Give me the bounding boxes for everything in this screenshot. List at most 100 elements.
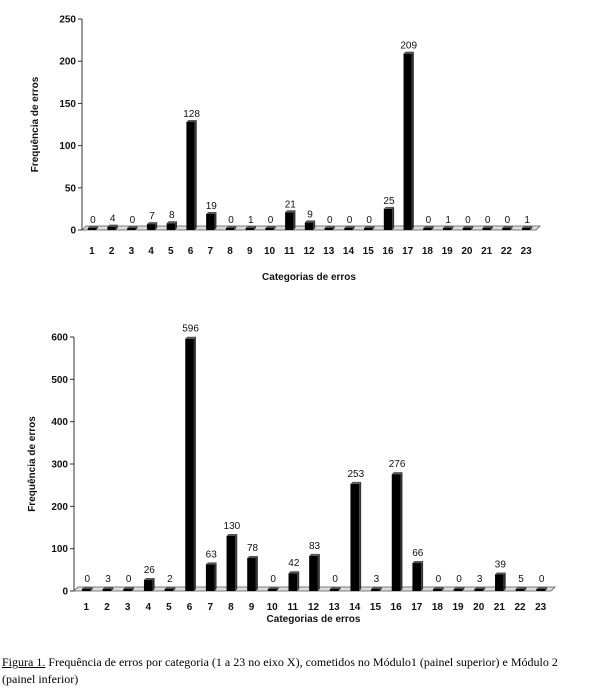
x-tick-label: 4 [148,246,154,257]
x-tick-label: 23 [521,246,533,257]
data-label: 130 [224,521,241,532]
bar [482,228,491,230]
x-tick-label: 15 [363,246,375,257]
y-tick-label: 100 [59,141,76,152]
data-label: 0 [270,574,276,585]
bar-side-face [173,587,176,591]
bar-top-face [143,577,155,580]
bar-top-face [309,553,320,556]
data-label: 0 [485,215,491,226]
x-tick-label: 9 [249,602,255,613]
x-tick-label: 17 [402,246,414,257]
bar-top-face [304,220,316,223]
y-tick-label: 300 [51,460,68,471]
bar-side-face [115,224,118,230]
bar-side-face [400,472,403,591]
bar [87,228,97,230]
bar-side-face [276,587,279,591]
y-tick-label: 200 [51,502,68,513]
x-tick-label: 12 [303,246,315,257]
data-label: 0 [332,574,338,585]
x-tick-label: 17 [411,602,423,613]
x-tick-label: 18 [422,246,434,257]
x-tick-label: 6 [187,602,193,613]
bar [288,573,298,591]
bar [364,228,373,230]
bar-top-face [474,587,486,589]
bar-top-face [245,226,256,228]
x-tick-label: 16 [382,246,394,257]
bar-side-face [317,553,320,591]
x-tick-label: 19 [442,246,454,257]
bar [324,228,333,230]
x-tick-label: 8 [227,246,233,257]
x-tick-label: 10 [267,602,279,613]
x-tick-label: 7 [207,602,213,613]
data-label: 39 [495,559,507,570]
data-label: 26 [144,565,156,576]
data-label: 1 [524,215,530,226]
bar-top-face [350,481,362,484]
bar-top-face [423,226,434,228]
bar-side-face [297,571,300,591]
bar-side-face [503,572,506,591]
data-label: 42 [288,558,300,569]
x-tick-label: 9 [247,246,253,257]
bar [164,589,174,591]
bar-top-face [403,51,414,54]
bar-top-face [344,226,355,228]
bar [412,563,422,591]
x-tick-label: 1 [89,246,95,257]
bar-top-face [383,206,395,209]
data-label: 3 [477,574,483,585]
bar-top-face [146,222,158,225]
bar [383,208,393,230]
bar [350,483,360,591]
bar-top-face [495,572,506,575]
bar-side-face [135,226,138,230]
x-axis-title: Categorias de erros [267,614,361,625]
bar-top-face [107,224,118,227]
data-label: 5 [518,574,524,585]
y-tick-label: 250 [59,15,76,26]
x-tick-label: 12 [308,602,320,613]
bar-side-face [379,587,382,591]
chart-top: 0501001502002500142037485128619708190102… [30,15,541,283]
bar [344,228,353,230]
bar [265,228,274,230]
figure-reference: Figura 1. [2,655,46,669]
bar [186,121,195,230]
x-tick-label: 21 [494,602,506,613]
bar [433,589,442,591]
x-tick-label: 2 [104,602,110,613]
y-tick-label: 400 [51,417,68,428]
x-tick-label: 13 [329,602,341,613]
bar [81,589,91,591]
y-tick-label: 200 [59,57,76,68]
data-label: 25 [383,196,395,207]
bar-side-face [214,562,217,591]
bar [127,228,136,230]
bar [462,228,472,230]
bar-top-face [267,587,279,589]
x-tick-label: 11 [284,246,295,257]
bar-side-face [332,226,335,230]
bar-top-face [536,587,548,589]
bar-top-face [185,336,196,339]
bar-side-face [255,555,258,591]
bar-top-face [482,226,493,228]
data-label: 2 [167,574,173,585]
data-label: 21 [285,199,297,210]
data-label: 66 [412,548,424,559]
bar-top-face [265,226,276,228]
bar [521,228,531,230]
bar-top-face [164,587,176,589]
bar-top-face [123,587,134,589]
bar-top-face [81,587,93,589]
data-label: 1 [445,215,451,226]
data-label: 0 [130,215,136,226]
x-tick-label: 20 [473,602,485,613]
x-tick-label: 13 [323,246,335,257]
bar-side-face [462,587,465,591]
bar [309,555,318,591]
